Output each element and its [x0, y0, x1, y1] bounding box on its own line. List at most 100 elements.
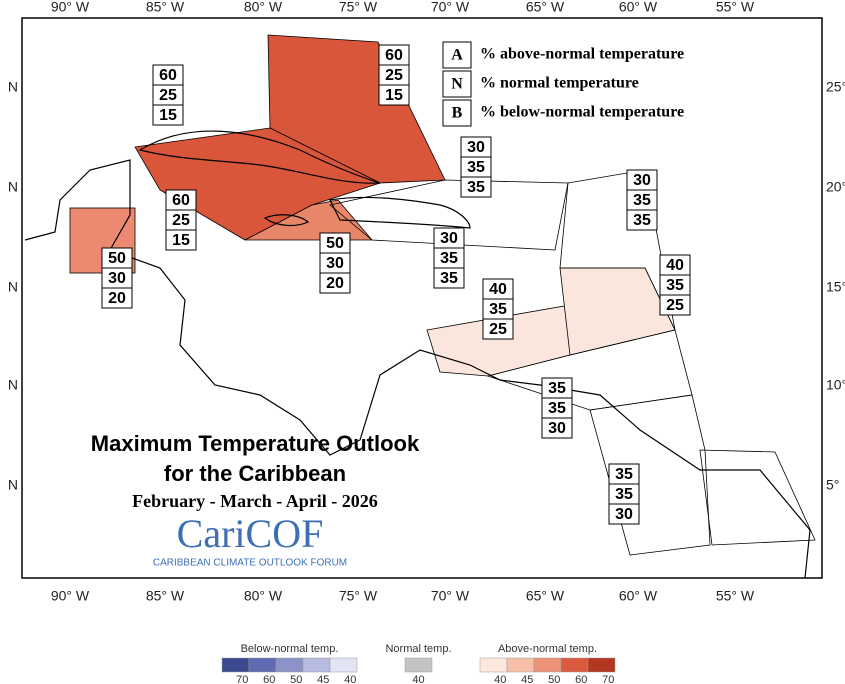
prob-value: 50	[326, 235, 344, 252]
prob-box	[460, 176, 492, 198]
lon-label: 80° W	[244, 0, 283, 15]
prob-box	[319, 272, 351, 294]
colorbar-tick: 40	[412, 674, 424, 684]
prob-value: 25	[489, 321, 507, 338]
colorbar-swatch	[404, 657, 433, 673]
lon-label: 65° W	[526, 0, 565, 15]
lat-label: 15°	[826, 279, 845, 295]
colorbar-tick: 50	[290, 674, 302, 684]
coastline	[329, 196, 471, 229]
prob-box	[433, 267, 465, 289]
key-box	[442, 99, 472, 127]
logo-tagline: CARIBBEAN CLIMATE OUTLOOK FORUM	[153, 558, 347, 569]
prob-value: 15	[159, 107, 177, 124]
prob-box	[608, 503, 640, 525]
prob-box	[165, 229, 197, 251]
colorbar-label: Below-normal temp.	[241, 643, 339, 655]
lat-label: N	[8, 377, 18, 393]
key-text: % below-normal temperature	[480, 104, 684, 121]
colorbar-swatch	[587, 657, 616, 673]
coastline	[24, 159, 811, 579]
lon-label: 75° W	[339, 588, 378, 604]
prob-value: 30	[326, 255, 344, 272]
prob-value: 60	[172, 192, 190, 209]
prob-value: 35	[440, 250, 458, 267]
lon-label: 85° W	[146, 0, 185, 15]
prob-value: 35	[666, 277, 684, 294]
colorbar-tick: 70	[236, 674, 248, 684]
colorbar-swatch	[329, 657, 358, 673]
prob-value: 40	[489, 281, 507, 298]
prob-value: 60	[385, 47, 403, 64]
colorbar-label: Normal temp.	[385, 643, 451, 655]
prob-value: 30	[633, 172, 651, 189]
prob-value: 35	[467, 179, 485, 196]
prob-value: 35	[633, 212, 651, 229]
prob-value: 60	[159, 67, 177, 84]
colorbar-tick: 45	[317, 674, 329, 684]
prob-box	[152, 104, 184, 126]
region	[699, 449, 816, 546]
prob-value: 30	[615, 506, 633, 523]
key-letter: N	[451, 76, 463, 93]
prob-value: 35	[548, 380, 566, 397]
key-letter: A	[451, 47, 463, 64]
colorbar-swatch	[533, 657, 562, 673]
prob-value: 15	[172, 232, 190, 249]
lon-label: 90° W	[51, 588, 90, 604]
subtitle: February - March - April - 2026	[132, 491, 378, 511]
colorbar-swatch	[506, 657, 535, 673]
lon-label: 90° W	[51, 0, 90, 15]
prob-value: 20	[108, 290, 126, 307]
prob-value: 35	[467, 159, 485, 176]
key-text: % above-normal temperature	[480, 46, 684, 63]
lon-label: 60° W	[619, 588, 658, 604]
colorbar-tick: 50	[548, 674, 560, 684]
prob-value: 25	[159, 87, 177, 104]
colorbar-tick: 45	[521, 674, 533, 684]
region	[589, 394, 711, 556]
lat-label: 10°	[826, 377, 845, 393]
colorbar-tick: 40	[494, 674, 506, 684]
prob-value: 50	[108, 250, 126, 267]
colorbar-label: Above-normal temp.	[498, 643, 597, 655]
lon-label: 55° W	[716, 588, 755, 604]
prob-value: 35	[489, 301, 507, 318]
lon-label: 65° W	[526, 588, 565, 604]
colorbar-swatch	[275, 657, 304, 673]
prob-value: 35	[440, 270, 458, 287]
lon-label: 75° W	[339, 0, 378, 15]
key-box	[442, 41, 472, 69]
region	[267, 34, 446, 184]
colorbar-tick: 60	[263, 674, 275, 684]
colorbar-swatch	[479, 657, 508, 673]
lat-label: N	[8, 79, 18, 95]
coastline	[138, 130, 381, 184]
logo-name: CariCOF	[177, 511, 324, 556]
colorbar-swatch	[248, 657, 277, 673]
lon-label: 60° W	[619, 0, 658, 15]
region	[329, 179, 569, 251]
prob-value: 25	[666, 297, 684, 314]
colorbar-swatch	[302, 657, 331, 673]
lat-label: 25°	[826, 79, 845, 95]
prob-box	[659, 294, 691, 316]
prob-box	[626, 209, 658, 231]
coastline	[263, 214, 310, 227]
prob-value: 25	[172, 212, 190, 229]
colorbar-tick: 60	[575, 674, 587, 684]
prob-box	[101, 287, 133, 309]
prob-value: 30	[108, 270, 126, 287]
prob-value: 25	[385, 67, 403, 84]
colorbar-swatch	[221, 657, 250, 673]
title: Maximum Temperature Outlook	[91, 431, 420, 456]
prob-box	[482, 318, 514, 340]
key-letter: B	[452, 105, 463, 122]
prob-value: 40	[666, 257, 684, 274]
prob-value: 30	[467, 139, 485, 156]
lat-label: N	[8, 179, 18, 195]
lon-label: 70° W	[431, 588, 470, 604]
lat-label: N	[8, 279, 18, 295]
lon-label: 55° W	[716, 0, 755, 15]
